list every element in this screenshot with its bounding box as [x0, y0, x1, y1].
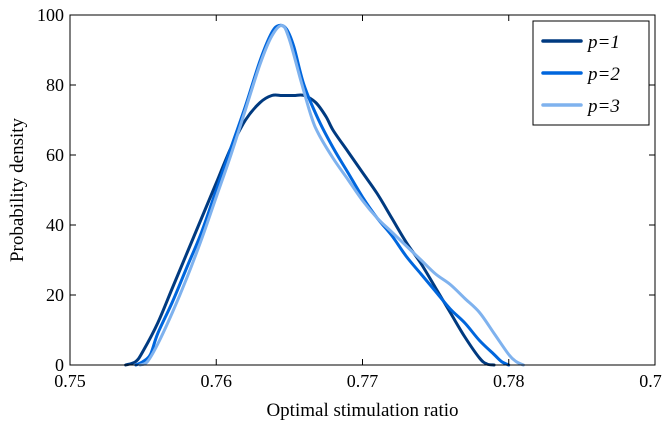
- x-tick-label: 0.78: [493, 371, 525, 391]
- legend: p=1 p=2 p=3: [532, 20, 650, 126]
- x-tick-label: 0.77: [347, 371, 379, 391]
- x-axis-label: Optimal stimulation ratio: [266, 400, 458, 421]
- y-tick-label: 20: [46, 285, 64, 305]
- series-line-3: [138, 23, 525, 367]
- axis-ticks: 0.75 0.76 0.77 0.78 0.79 0 20 40 60 80 100: [37, 5, 662, 391]
- legend-label-3: p=3: [586, 96, 620, 117]
- x-tick-label: 0.79: [639, 371, 662, 391]
- y-tick-label: 100: [37, 5, 64, 25]
- y-tick-label: 80: [46, 75, 64, 95]
- x-tick-label: 0.76: [201, 371, 233, 391]
- y-tick-label: 60: [46, 145, 64, 165]
- legend-label-2: p=2: [586, 64, 620, 85]
- series-line-2: [134, 23, 511, 367]
- legend-label-1: p=1: [586, 32, 620, 53]
- y-tick-label: 0: [55, 355, 64, 375]
- series-curves: [124, 23, 525, 367]
- x-tick-label: 0.75: [54, 371, 86, 391]
- y-tick-label: 40: [46, 215, 64, 235]
- y-axis-label: Probability density: [7, 117, 28, 262]
- series-line-1: [124, 93, 496, 367]
